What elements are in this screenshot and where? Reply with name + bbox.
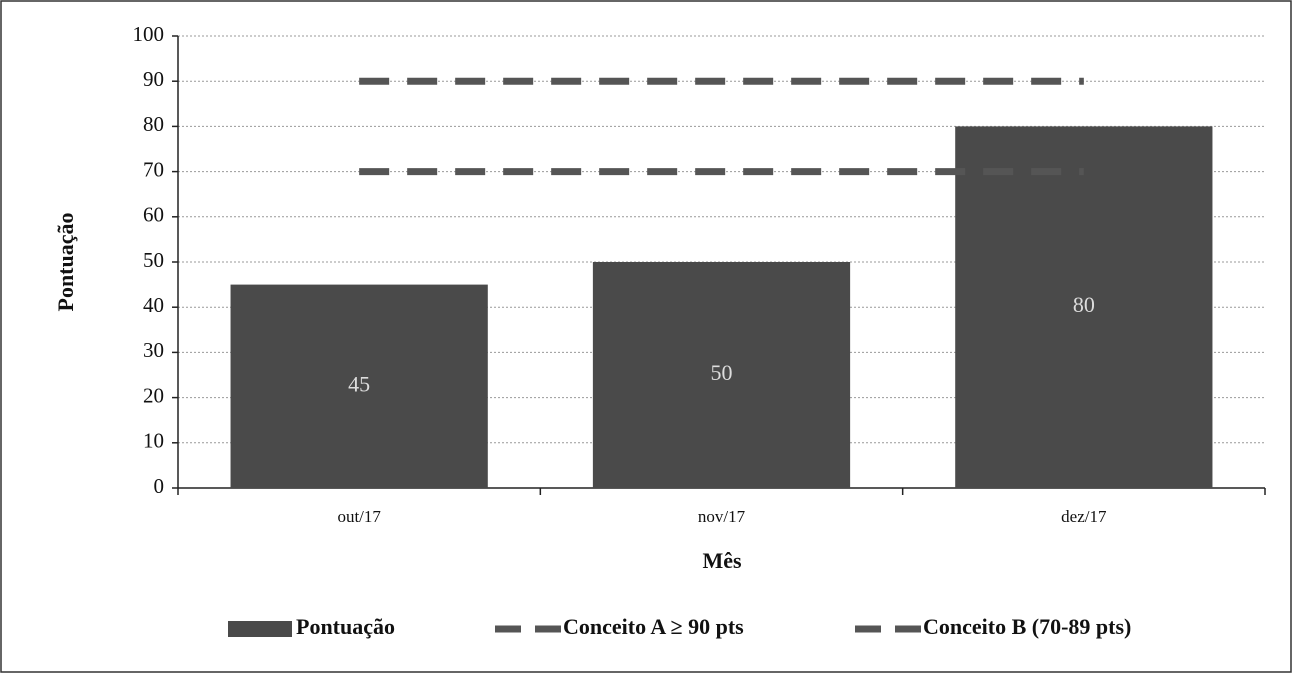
y-tick-label: 30 [143, 338, 164, 362]
legend-label: Conceito A ≥ 90 pts [563, 614, 744, 639]
y-axis-label: Pontuação [53, 213, 78, 312]
y-tick-label: 90 [143, 67, 164, 91]
legend-label: Pontuação [296, 614, 395, 639]
y-tick-label: 80 [143, 112, 164, 136]
y-tick-label: 50 [143, 248, 164, 272]
x-tick-label: nov/17 [698, 507, 746, 526]
y-tick-label: 20 [143, 383, 164, 407]
bar [955, 126, 1213, 489]
bar [592, 262, 851, 488]
y-tick-label: 40 [143, 293, 164, 317]
y-tick-label: 100 [133, 22, 165, 46]
y-tick-label: 70 [143, 157, 164, 181]
x-tick-label: dez/17 [1061, 507, 1107, 526]
y-tick-label: 0 [154, 474, 165, 498]
data-label: 80 [1073, 292, 1095, 317]
x-tick-label: out/17 [337, 507, 381, 526]
x-axis-label: Mês [702, 548, 742, 573]
bar [230, 284, 488, 488]
data-label: 45 [348, 371, 370, 396]
legend-label: Conceito B (70-89 pts) [923, 614, 1131, 639]
legend-swatch [228, 621, 292, 637]
data-label: 50 [711, 360, 733, 385]
y-tick-label: 60 [143, 203, 164, 227]
y-tick-label: 10 [143, 429, 164, 453]
